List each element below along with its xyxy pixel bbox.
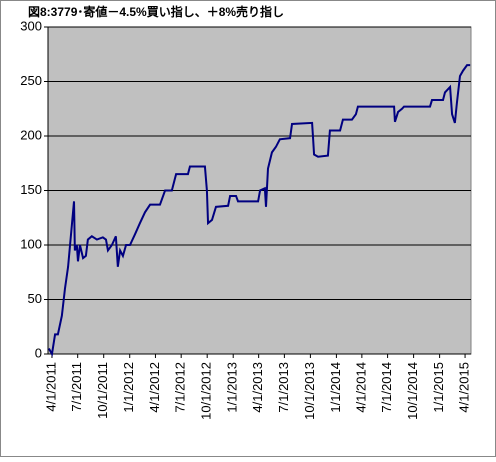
x-tick-label: 7/1/2012 [173, 362, 188, 413]
x-tick-label: 10/1/2012 [199, 362, 214, 420]
chart-title: 図8:3779･寄値－4.5%買い指し、＋8%売り指し [28, 4, 284, 19]
x-tick-label: 1/1/2012 [121, 362, 136, 413]
y-tick-label: 50 [28, 291, 42, 306]
x-tick-label: 7/1/2013 [276, 362, 291, 413]
y-tick-label: 200 [20, 127, 42, 142]
y-tick-label: 0 [35, 345, 42, 360]
x-tick-label: 10/1/2014 [405, 362, 420, 420]
x-tick-label: 7/1/2011 [69, 362, 84, 412]
x-tick-label: 1/1/2015 [431, 362, 446, 413]
x-tick-label: 1/1/2013 [225, 362, 240, 413]
y-tick-label: 150 [20, 182, 42, 197]
x-tick-label: 10/1/2011 [95, 362, 110, 419]
y-tick-label: 100 [20, 236, 42, 251]
x-tick-label: 1/1/2014 [328, 362, 343, 413]
y-tick-label: 250 [20, 73, 42, 88]
data-line [47, 64, 471, 357]
x-tick-label: 4/1/2015 [456, 362, 471, 413]
x-tick-label: 4/1/2013 [250, 362, 265, 413]
x-tick-label: 10/1/2013 [302, 362, 317, 420]
x-tick-label: 4/1/2012 [147, 362, 162, 413]
x-tick-label: 7/1/2014 [379, 362, 394, 413]
y-tick-label: 300 [20, 18, 42, 33]
x-tick-label: 4/1/2014 [353, 362, 368, 413]
x-tick-label: 4/1/2011 [43, 362, 58, 412]
